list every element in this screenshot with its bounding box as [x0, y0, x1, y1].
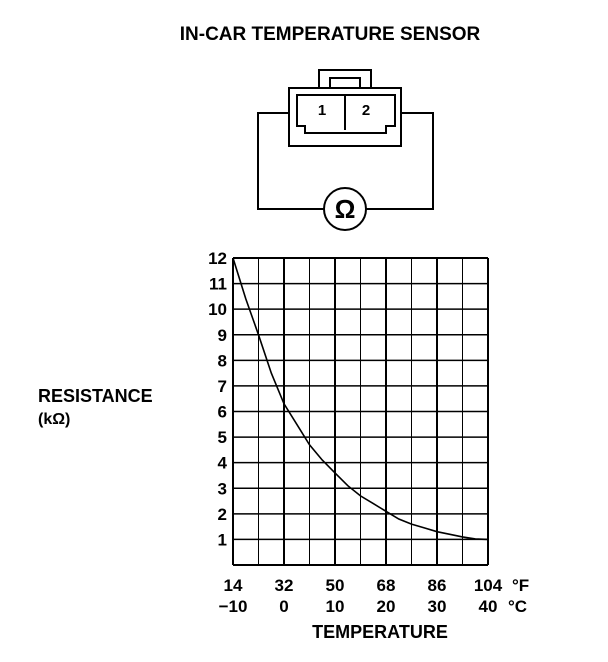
y-tick-label: 10 [208, 300, 227, 319]
y-tick-label: 5 [218, 428, 227, 447]
connector-latch [318, 69, 372, 88]
y-tick-label: 11 [209, 275, 227, 294]
y-tick-label: 7 [218, 377, 227, 396]
connector-cavity [296, 94, 396, 134]
wire-left [257, 112, 324, 210]
chart-title: IN-CAR TEMPERATURE SENSOR [180, 24, 481, 45]
y-axis-label: RESISTANCE [38, 386, 153, 406]
x-tick-label-celsius: 30 [428, 597, 447, 616]
y-tick-label: 4 [218, 454, 228, 473]
y-tick-label: 8 [218, 351, 227, 370]
x-unit-fahrenheit: °F [512, 576, 529, 595]
y-tick-label: 12 [208, 249, 227, 268]
pin-2-label: 2 [362, 102, 370, 119]
x-tick-label-fahrenheit: 104 [474, 576, 503, 595]
x-axis-label: TEMPERATURE [312, 622, 448, 642]
x-tick-label-fahrenheit: 32 [275, 576, 294, 595]
ohmmeter-icon [323, 187, 367, 231]
x-tick-label-celsius: −10 [219, 597, 248, 616]
x-tick-labels: 14 32 50 68 86 104 −10 0 10 20 30 40 [219, 576, 503, 616]
x-tick-label-celsius: 40 [479, 597, 498, 616]
connector-diagram [257, 69, 434, 231]
y-tick-label: 2 [218, 505, 227, 524]
x-tick-label-fahrenheit: 86 [428, 576, 447, 595]
x-tick-label-fahrenheit: 68 [377, 576, 396, 595]
y-tick-label: 6 [218, 403, 227, 422]
x-tick-label-fahrenheit: 14 [224, 576, 243, 595]
y-axis-unit: (kΩ) [38, 411, 70, 428]
ohm-symbol: Ω [335, 194, 356, 224]
x-tick-label-celsius: 20 [377, 597, 396, 616]
connector-latch-inner [329, 77, 361, 89]
x-unit-celsius: °C [508, 597, 527, 616]
y-tick-label: 1 [218, 530, 227, 549]
x-tick-label-fahrenheit: 50 [326, 576, 345, 595]
y-tick-label: 3 [218, 479, 227, 498]
pin-1-label: 1 [318, 102, 326, 119]
y-tick-label: 9 [218, 326, 227, 345]
wire-right [366, 112, 434, 210]
x-tick-label-celsius: 0 [279, 597, 288, 616]
chart-grid [232, 257, 489, 566]
x-tick-label-celsius: 10 [326, 597, 345, 616]
resistance-curve [232, 257, 489, 541]
